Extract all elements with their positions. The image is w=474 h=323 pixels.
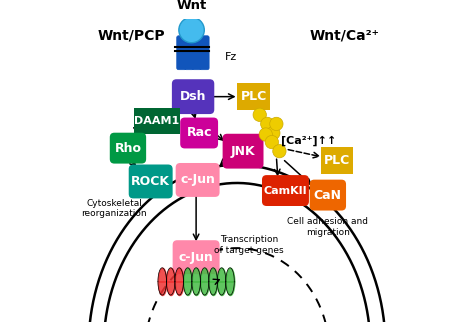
- Text: Wnt: Wnt: [176, 0, 207, 13]
- FancyBboxPatch shape: [237, 83, 271, 110]
- Circle shape: [179, 17, 204, 43]
- Circle shape: [265, 135, 279, 149]
- Text: [Ca²⁺]↑↑: [Ca²⁺]↑↑: [281, 135, 336, 146]
- Text: c-Jun: c-Jun: [179, 251, 214, 264]
- Text: DAAM1: DAAM1: [134, 116, 179, 126]
- FancyBboxPatch shape: [177, 36, 186, 70]
- Text: PLC: PLC: [324, 154, 350, 167]
- Text: Wnt/PCP: Wnt/PCP: [98, 28, 165, 43]
- FancyBboxPatch shape: [321, 147, 353, 173]
- Text: Rho: Rho: [114, 142, 141, 155]
- FancyBboxPatch shape: [173, 240, 219, 274]
- Text: CaN: CaN: [314, 189, 342, 202]
- Text: Dsh: Dsh: [180, 90, 206, 103]
- Text: Fz: Fz: [225, 52, 237, 62]
- FancyBboxPatch shape: [200, 36, 209, 70]
- FancyBboxPatch shape: [134, 108, 180, 134]
- FancyBboxPatch shape: [223, 134, 264, 169]
- Text: JNK: JNK: [231, 145, 255, 158]
- FancyBboxPatch shape: [176, 163, 219, 197]
- FancyBboxPatch shape: [129, 164, 173, 198]
- Circle shape: [270, 117, 283, 130]
- Text: Transcription
of target genes: Transcription of target genes: [214, 235, 284, 255]
- FancyBboxPatch shape: [180, 118, 218, 149]
- Text: Cytoskeletal
reorganization: Cytoskeletal reorganization: [82, 199, 147, 218]
- Text: Cell adhesion and
migration: Cell adhesion and migration: [287, 217, 368, 236]
- FancyBboxPatch shape: [262, 175, 309, 206]
- Circle shape: [273, 144, 286, 158]
- FancyBboxPatch shape: [310, 180, 346, 211]
- FancyBboxPatch shape: [189, 33, 194, 50]
- Circle shape: [267, 126, 280, 140]
- Text: PLC: PLC: [240, 90, 267, 103]
- Text: Rac: Rac: [186, 127, 212, 140]
- Circle shape: [259, 128, 273, 141]
- Circle shape: [253, 108, 266, 121]
- Text: c-Jun: c-Jun: [180, 173, 215, 186]
- FancyBboxPatch shape: [184, 36, 194, 70]
- Circle shape: [261, 117, 274, 130]
- FancyBboxPatch shape: [192, 36, 201, 70]
- FancyBboxPatch shape: [110, 133, 146, 163]
- Text: Wnt/Ca²⁺: Wnt/Ca²⁺: [310, 28, 379, 43]
- FancyBboxPatch shape: [172, 79, 214, 114]
- Text: ROCK: ROCK: [131, 175, 170, 188]
- Text: CamKII: CamKII: [264, 185, 307, 195]
